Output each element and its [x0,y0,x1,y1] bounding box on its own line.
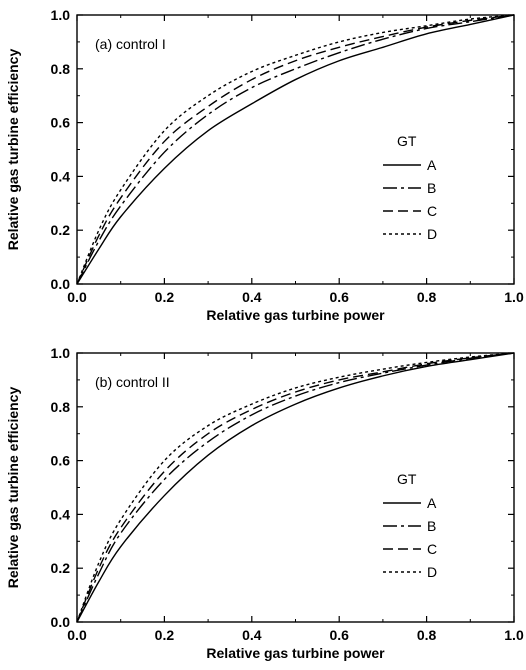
legend-title: GT [397,133,417,149]
series-line-c [76,352,515,623]
y-tick-label: 1.0 [51,7,71,23]
x-tick-label: 0.4 [242,289,262,305]
x-tick-label: 0.2 [155,289,175,305]
chart-panel-a: 0.0 0.2 0.4 0.6 0.8 1.0 0.0 0.2 0.4 0.6 0.8 1.0 Rela… [5,7,524,323]
x-axis-label: Relative gas turbine power [206,307,385,323]
series-line-b [76,352,515,623]
y-tick-label: 0.0 [51,614,71,630]
y-tick-label: 0.6 [51,453,71,469]
x-axis-label: Relative gas turbine power [206,645,385,661]
x-tick-label: 0.6 [329,289,349,305]
y-tick-label: 0.6 [51,115,71,131]
y-axis-label: Relative gas turbine efficiency [5,49,21,251]
x-tick-label: 0.8 [417,289,437,305]
x-tick-label: 0.4 [242,627,262,643]
x-tick-label: 0.0 [67,289,87,305]
panel-label: (a) control I [95,36,166,52]
legend-label-b: B [427,518,436,534]
legend-label-c: C [427,541,437,557]
y-tick-label: 0.2 [51,560,71,576]
legend-title: GT [397,471,417,487]
y-tick-label: 0.8 [51,399,71,415]
series-line-d [76,352,515,623]
y-tick-label: 0.2 [51,222,71,238]
series-line-d [76,14,515,285]
series-line-a [76,14,515,285]
x-tick-label: 1.0 [504,627,524,643]
legend-label-a: A [427,157,437,173]
legend-label-c: C [427,203,437,219]
y-axis-label: Relative gas turbine efficiency [5,387,21,589]
y-tick-label: 0.4 [51,168,71,184]
x-tick-label: 1.0 [504,289,524,305]
legend-label-b: B [427,180,436,196]
legend-label-a: A [427,495,437,511]
x-tick-label: 0.0 [67,627,87,643]
y-tick-label: 0.8 [51,61,71,77]
y-tick-label: 1.0 [51,345,71,361]
series-line-b [76,14,515,285]
legend-label-d: D [427,226,437,242]
series-line-c [76,14,515,285]
panel-label: (b) control II [95,374,170,390]
y-tick-label: 0.4 [51,506,71,522]
x-tick-label: 0.2 [155,627,175,643]
legend-label-d: D [427,564,437,580]
series-line-a [76,352,515,623]
chart-panel-b: 0.0 0.2 0.4 0.6 0.8 1.0 0.0 0.2 0.4 0.6 0.8 1.0 Rela… [5,345,524,661]
x-tick-label: 0.8 [417,627,437,643]
x-tick-label: 0.6 [329,627,349,643]
y-tick-label: 0.0 [51,276,71,292]
